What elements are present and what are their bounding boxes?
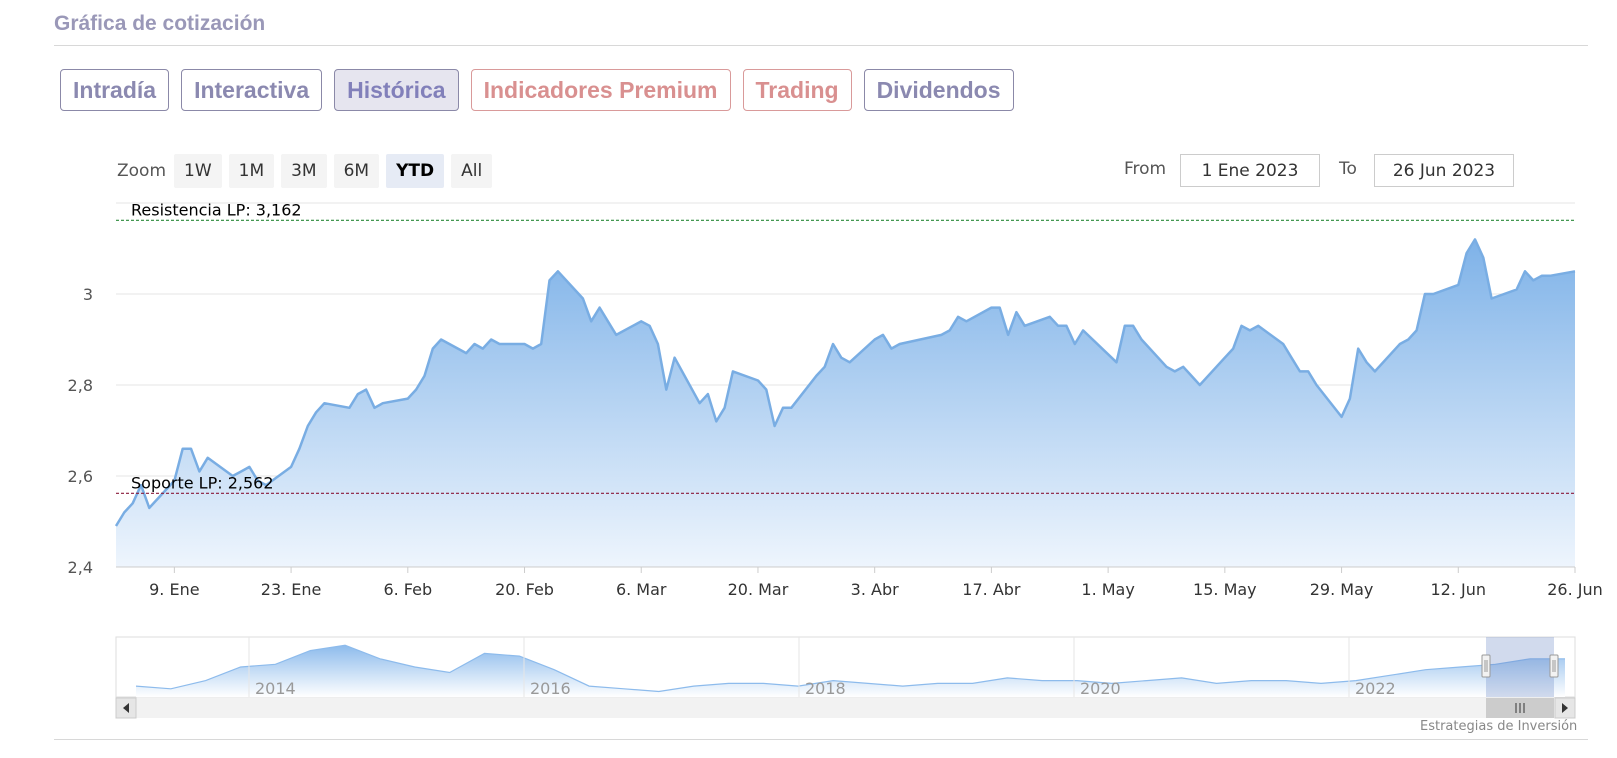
x-tick-label: 12. Jun xyxy=(1431,580,1487,599)
page-title: Gráfica de cotización xyxy=(54,12,266,35)
to-date-input[interactable]: 26 Jun 2023 xyxy=(1374,154,1514,187)
tab-interactiva[interactable]: Interactiva xyxy=(181,69,323,111)
y-tick-label: 3 xyxy=(83,285,93,304)
zoom-label: Zoom xyxy=(117,161,167,181)
chart-credit[interactable]: Estrategias de Inversión xyxy=(1420,719,1578,734)
navigator-line xyxy=(135,644,1565,693)
support-label: Soporte LP: 2,562 xyxy=(131,473,274,492)
arrow-left-icon xyxy=(123,703,129,713)
tab-intradia[interactable]: Intradía xyxy=(60,69,170,111)
navigator-year-label: 2020 xyxy=(1080,679,1121,698)
navigator-area xyxy=(136,645,1565,697)
price-area xyxy=(116,239,1575,567)
from-date-input[interactable]: 1 Ene 2023 xyxy=(1180,154,1320,187)
zoom-all-button[interactable]: All xyxy=(451,154,493,188)
bottom-divider xyxy=(54,739,1588,740)
chart-tabs: Intradía Interactiva Histórica Indicador… xyxy=(60,69,1014,111)
x-tick-label: 20. Feb xyxy=(495,580,554,599)
x-tick-label: 15. May xyxy=(1193,580,1257,599)
navigator-handle-right xyxy=(1549,654,1559,678)
zoom-buttons: 1W 1M 3M 6M YTD All xyxy=(174,154,493,188)
x-tick-label: 17. Abr xyxy=(962,580,1021,599)
x-tick-label: 23. Ene xyxy=(261,580,322,599)
y-tick-label: 2,4 xyxy=(68,558,93,577)
zoom-1w-button[interactable]: 1W xyxy=(174,154,222,188)
from-label: From xyxy=(1124,159,1167,179)
zoom-1m-button[interactable]: 1M xyxy=(228,154,275,188)
title-divider xyxy=(54,45,1588,46)
scrollbar-track xyxy=(116,698,1575,718)
navigator-year-label: 2022 xyxy=(1355,679,1396,698)
zoom-6m-button[interactable]: 6M xyxy=(333,154,380,188)
scrollbar[interactable] xyxy=(115,697,1576,719)
x-tick-label: 6. Mar xyxy=(616,580,667,599)
navigator-handle-left xyxy=(1481,654,1491,678)
x-tick-label: 1. May xyxy=(1081,580,1134,599)
chart-axes: 2,4 2,6 2,8 3 9. Ene 23. Ene 6. Feb 20. Feb 6. M… xyxy=(68,285,1603,599)
tab-trading[interactable]: Trading xyxy=(742,69,852,111)
x-tick-label: 29. May xyxy=(1310,580,1374,599)
to-label: To xyxy=(1339,159,1357,179)
x-tick-label: 26. Jun xyxy=(1547,580,1603,599)
navigator[interactable]: 2014 2016 2018 2020 2022 xyxy=(115,636,1576,698)
x-tick-label: 20. Mar xyxy=(728,580,789,599)
y-tick-label: 2,6 xyxy=(68,467,93,486)
navigator-selection xyxy=(1486,637,1554,697)
y-tick-label: 2,8 xyxy=(68,376,93,395)
price-line xyxy=(114,238,1576,527)
chart-plot-lines: Resistencia LP: 3,162 Soporte LP: 2,562 xyxy=(116,200,1575,494)
navigator-year-label: 2018 xyxy=(805,679,846,698)
x-tick-label: 3. Abr xyxy=(851,580,899,599)
tab-indicadores-premium[interactable]: Indicadores Premium xyxy=(470,69,731,111)
navigator-year-label: 2016 xyxy=(530,679,571,698)
x-tick-label: 6. Feb xyxy=(383,580,432,599)
tab-historica[interactable]: Histórica xyxy=(334,69,459,111)
x-tick-label: 9. Ene xyxy=(149,580,199,599)
chart-series xyxy=(114,238,1576,567)
navigator-year-label: 2014 xyxy=(255,679,296,698)
arrow-right-icon xyxy=(1562,703,1568,713)
resistance-label: Resistencia LP: 3,162 xyxy=(131,200,302,219)
zoom-3m-button[interactable]: 3M xyxy=(281,154,327,188)
zoom-ytd-button[interactable]: YTD xyxy=(386,154,445,188)
tab-dividendos[interactable]: Dividendos xyxy=(863,69,1014,111)
